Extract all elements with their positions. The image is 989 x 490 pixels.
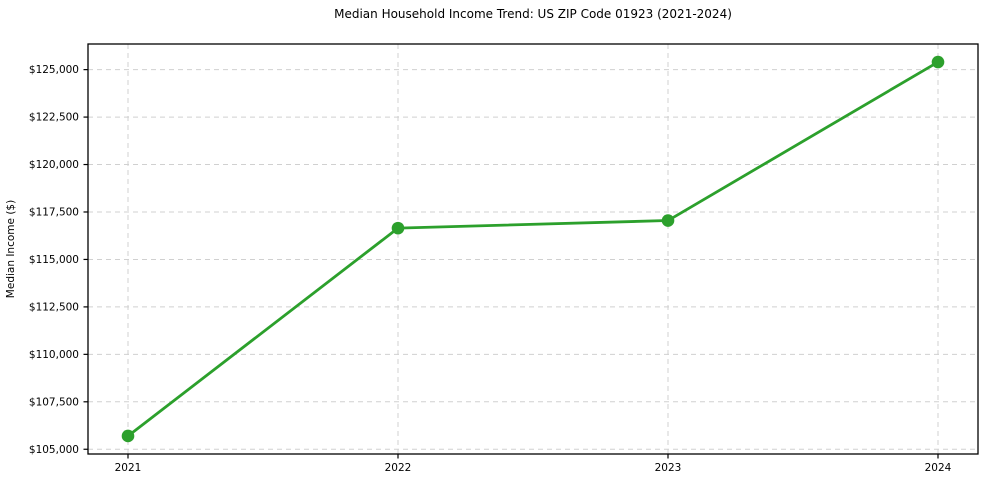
y-tick-label: $120,000 [29, 159, 79, 171]
y-tick-label: $107,500 [29, 396, 79, 408]
y-axis-label: Median Income ($) [5, 200, 17, 298]
x-tick-label: 2021 [115, 462, 142, 474]
data-point [121, 429, 135, 443]
y-tick-label: $125,000 [29, 64, 79, 76]
x-tick-label: 2024 [925, 462, 952, 474]
x-tick-label: 2022 [385, 462, 412, 474]
y-tick-label: $110,000 [29, 349, 79, 361]
trend-line [126, 60, 940, 438]
y-tick-label: $105,000 [29, 444, 79, 456]
y-tick-label: $115,000 [29, 254, 79, 266]
chart-title: Median Household Income Trend: US ZIP Co… [334, 7, 732, 21]
y-tick-label: $117,500 [29, 207, 79, 219]
data-point [661, 214, 675, 227]
plot-area-frame [87, 43, 979, 455]
y-tick-label: $112,500 [29, 301, 79, 313]
x-tick-label: 2023 [655, 462, 682, 474]
y-tick-label: $122,500 [29, 112, 79, 124]
data-point [391, 221, 405, 235]
data-point [931, 55, 945, 69]
